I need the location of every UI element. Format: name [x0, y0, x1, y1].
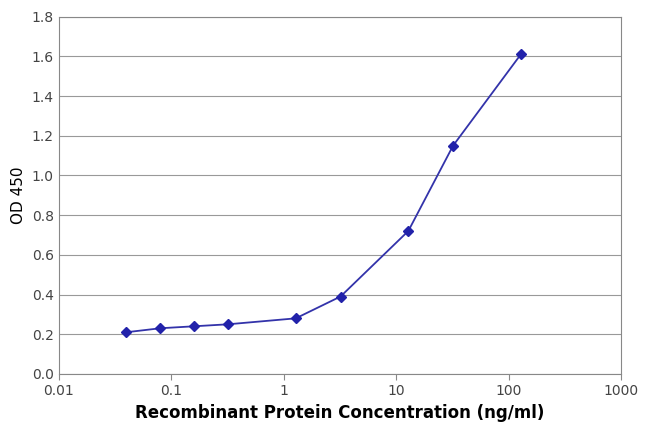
X-axis label: Recombinant Protein Concentration (ng/ml): Recombinant Protein Concentration (ng/ml… — [135, 404, 545, 422]
Y-axis label: OD 450: OD 450 — [11, 167, 26, 224]
